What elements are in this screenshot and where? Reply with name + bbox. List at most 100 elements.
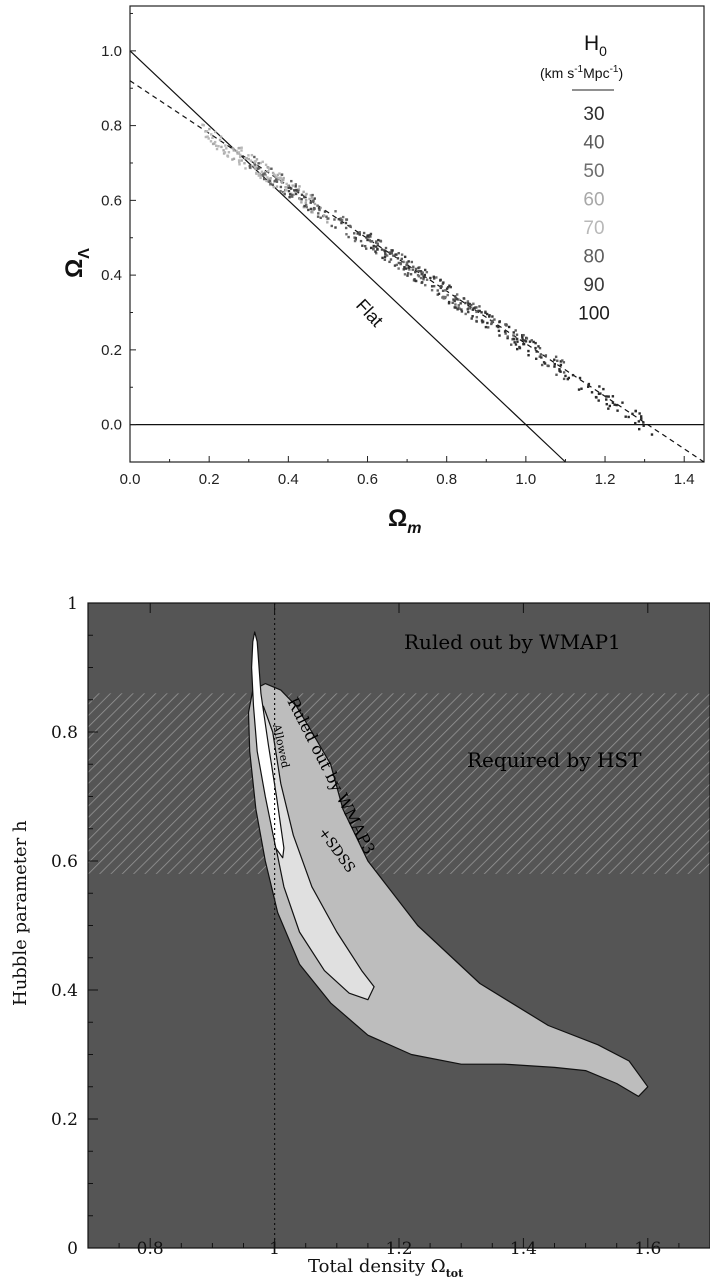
scatter-point-549 bbox=[377, 238, 380, 242]
scatter-point-346 bbox=[272, 185, 275, 189]
scatter-point-103 bbox=[512, 334, 515, 337]
hst-label: Required by HST bbox=[467, 748, 642, 772]
scatter-point-528 bbox=[429, 276, 432, 280]
scatter-point-404 bbox=[368, 239, 372, 242]
legend-entry-70: 70 bbox=[583, 218, 604, 239]
scatter-point-299 bbox=[253, 165, 256, 169]
scatter-point-458 bbox=[294, 185, 297, 188]
reference-line-0 bbox=[129, 50, 566, 463]
scatter-point-359 bbox=[279, 185, 283, 189]
scatter-point-3 bbox=[553, 358, 556, 361]
scatter-point-546 bbox=[467, 302, 470, 305]
scatter-point-78 bbox=[539, 353, 543, 356]
scatter-point-336 bbox=[257, 174, 261, 177]
scatter-point-475 bbox=[402, 268, 405, 271]
scatter-point-425 bbox=[358, 233, 361, 236]
scatter-point-137 bbox=[530, 339, 533, 342]
scatter-point-291 bbox=[285, 188, 288, 192]
h-y-tick-label-2: 0.4 bbox=[51, 981, 78, 1001]
legend-entry-40: 40 bbox=[583, 133, 604, 154]
scatter-point-489 bbox=[309, 201, 312, 204]
scatter-point-325 bbox=[265, 179, 268, 183]
scatter-point-559 bbox=[498, 320, 501, 323]
scatter-point-306 bbox=[240, 149, 243, 152]
scatter-point-520 bbox=[414, 279, 417, 283]
scatter-point-290 bbox=[275, 175, 278, 179]
scatter-point-109 bbox=[388, 260, 391, 264]
legend-units-suffix: ) bbox=[618, 65, 623, 81]
scatter-point-553 bbox=[497, 325, 500, 329]
scatter-point-199 bbox=[425, 278, 429, 281]
scatter-point-166 bbox=[430, 289, 434, 292]
scatter-point-281 bbox=[226, 155, 230, 158]
scatter-point-356 bbox=[291, 193, 294, 197]
scatter-point-98 bbox=[490, 322, 493, 326]
scatter-point-213 bbox=[208, 127, 211, 131]
scatter-point-333 bbox=[260, 170, 264, 173]
h-y-tick-label-5: 1 bbox=[67, 594, 78, 614]
scatter-point-12 bbox=[640, 417, 643, 420]
scatter-point-471 bbox=[449, 285, 452, 289]
scatter-point-435 bbox=[452, 298, 455, 301]
scatter-point-34 bbox=[597, 392, 601, 396]
scatter-point-440 bbox=[420, 281, 424, 284]
scatter-point-72 bbox=[538, 346, 542, 350]
scatter-point-305 bbox=[278, 172, 281, 175]
scatter-point-249 bbox=[319, 206, 322, 210]
scatter-point-250 bbox=[245, 157, 248, 160]
scatter-point-268 bbox=[266, 165, 269, 169]
scatter-point-540 bbox=[394, 253, 397, 256]
scatter-point-24 bbox=[638, 427, 641, 431]
wmap1-label: Ruled out by WMAP1 bbox=[404, 630, 621, 654]
scatter-point-388 bbox=[256, 167, 260, 170]
scatter-point-454 bbox=[288, 193, 292, 196]
scatter-point-437 bbox=[361, 244, 364, 247]
scatter-point-149 bbox=[457, 298, 460, 301]
scatter-point-4 bbox=[615, 403, 618, 407]
scatter-point-150 bbox=[457, 304, 460, 307]
scatter-point-124 bbox=[436, 289, 439, 292]
scatter-point-300 bbox=[227, 151, 231, 154]
scatter-point-349 bbox=[259, 161, 262, 165]
scatter-point-403 bbox=[376, 242, 379, 245]
omega-x-label-sub: m bbox=[407, 520, 421, 537]
scatter-point-292 bbox=[264, 163, 268, 167]
scatter-point-21 bbox=[513, 341, 516, 344]
scatter-point-330 bbox=[253, 160, 257, 163]
scatter-point-342 bbox=[247, 154, 250, 157]
scatter-point-508 bbox=[366, 234, 369, 238]
h-y-tick-label-3: 0.6 bbox=[51, 852, 78, 872]
scatter-point-444 bbox=[474, 306, 477, 309]
scatter-point-366 bbox=[290, 179, 293, 183]
scatter-point-548 bbox=[376, 247, 379, 251]
y-tick-label-2: 0.4 bbox=[101, 267, 122, 284]
scatter-point-110 bbox=[390, 252, 393, 255]
scatter-point-367 bbox=[412, 265, 415, 268]
scatter-point-488 bbox=[453, 295, 457, 298]
scatter-point-525 bbox=[524, 340, 528, 343]
scatter-point-341 bbox=[244, 167, 247, 170]
scatter-point-60 bbox=[598, 385, 601, 388]
scatter-point-33 bbox=[631, 412, 634, 416]
scatter-point-319 bbox=[215, 147, 219, 151]
scatter-point-210 bbox=[250, 164, 253, 168]
scatter-point-157 bbox=[334, 210, 337, 213]
scatter-point-278 bbox=[300, 201, 303, 204]
scatter-point-22 bbox=[586, 385, 590, 388]
scatter-point-507 bbox=[485, 312, 489, 316]
scatter-point-207 bbox=[385, 254, 389, 257]
scatter-point-94 bbox=[510, 343, 513, 346]
scatter-point-89 bbox=[451, 301, 454, 304]
scatter-point-379 bbox=[410, 260, 414, 264]
scatter-point-108 bbox=[478, 305, 481, 308]
scatter-point-211 bbox=[231, 147, 235, 150]
scatter-point-75 bbox=[400, 257, 403, 261]
scatter-point-406 bbox=[291, 195, 294, 198]
scatter-point-332 bbox=[213, 140, 217, 144]
scatter-point-265 bbox=[259, 174, 263, 177]
scatter-point-314 bbox=[266, 176, 269, 179]
scatter-point-173 bbox=[316, 204, 319, 207]
scatter-point-7 bbox=[559, 363, 563, 367]
scatter-point-323 bbox=[268, 183, 272, 187]
scatter-point-83 bbox=[561, 359, 564, 362]
